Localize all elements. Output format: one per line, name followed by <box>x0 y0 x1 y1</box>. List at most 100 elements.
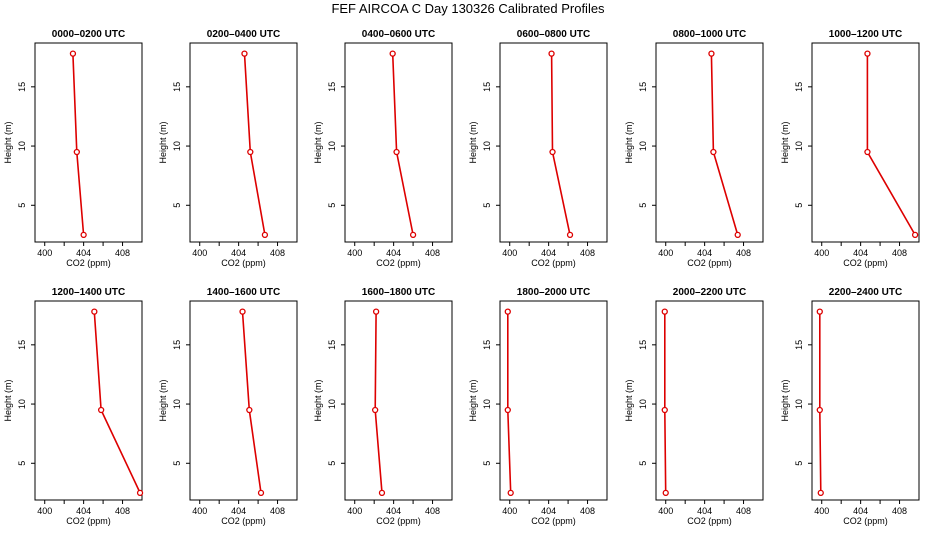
profile-point <box>504 406 511 414</box>
profile-point <box>389 50 396 57</box>
profile-point <box>661 406 668 414</box>
profile-point <box>549 148 556 156</box>
y-axis-label: Height (m) <box>158 121 168 163</box>
y-axis-label: Height (m) <box>158 379 168 421</box>
x-axis-label: CO2 (ppm) <box>376 258 421 268</box>
y-tick-label: 5 <box>17 203 27 208</box>
profile-point <box>80 231 87 239</box>
y-axis-label: Height (m) <box>313 379 323 421</box>
x-tick-label: 400 <box>814 506 829 516</box>
y-tick-label: 15 <box>482 82 492 92</box>
profile-point <box>73 148 80 156</box>
profile-point <box>247 148 254 156</box>
plot-frame <box>499 42 608 243</box>
x-tick-label: 404 <box>386 248 401 258</box>
profile-point <box>372 406 379 414</box>
x-tick-label: 408 <box>270 248 285 258</box>
x-axis-label: CO2 (ppm) <box>376 516 421 526</box>
profile-point <box>372 308 380 315</box>
y-tick-label: 10 <box>638 399 648 409</box>
y-tick-label: 15 <box>638 82 648 92</box>
profile-point <box>817 489 824 497</box>
y-tick-label: 10 <box>172 141 182 151</box>
profile-line <box>374 311 383 493</box>
y-tick-label: 15 <box>638 340 648 350</box>
y-axis-label: Height (m) <box>624 121 634 163</box>
y-tick-label: 10 <box>794 141 804 151</box>
y-axis-label: Height (m) <box>468 379 478 421</box>
y-tick-label: 5 <box>327 203 337 208</box>
panel-title: 1800–2000 UTC <box>517 287 590 298</box>
profile-point <box>239 308 246 315</box>
y-tick-label: 5 <box>794 203 804 208</box>
x-tick-label: 404 <box>853 248 868 258</box>
y-tick-label: 15 <box>327 82 337 92</box>
x-tick-label: 400 <box>658 506 673 516</box>
profile-line <box>241 311 262 494</box>
profile-point <box>393 148 400 156</box>
panel-title: 1400–1600 UTC <box>207 287 280 298</box>
profile-point <box>507 489 514 497</box>
profile-point <box>241 50 248 57</box>
y-tick-label: 10 <box>17 141 27 151</box>
x-tick-label: 404 <box>697 248 712 258</box>
y-tick-label: 5 <box>17 461 27 466</box>
x-tick-label: 404 <box>231 506 246 516</box>
plot-frame <box>34 300 143 501</box>
profile-point <box>136 489 144 497</box>
y-tick-label: 5 <box>172 203 182 208</box>
profile-point <box>864 148 871 156</box>
profile-point <box>409 231 417 239</box>
y-tick-label: 5 <box>638 203 648 208</box>
x-tick-label: 400 <box>814 248 829 258</box>
x-tick-label: 408 <box>115 506 130 516</box>
profile-point <box>864 50 871 57</box>
profile-point <box>662 489 669 497</box>
panel-title: 1600–1800 UTC <box>362 287 435 298</box>
x-tick-label: 408 <box>580 506 595 516</box>
x-tick-label: 408 <box>892 506 907 516</box>
x-tick-label: 404 <box>541 248 556 258</box>
x-tick-label: 404 <box>541 506 556 516</box>
plot-frame <box>655 300 764 501</box>
plot-frame <box>499 300 608 501</box>
x-tick-label: 404 <box>76 506 91 516</box>
plot-frame <box>189 300 298 501</box>
y-axis-label: Height (m) <box>3 379 13 421</box>
x-axis-label: CO2 (ppm) <box>531 516 576 526</box>
profile-point <box>261 231 269 239</box>
profile-line <box>550 53 571 236</box>
plot-frame <box>811 300 920 501</box>
page-title: FEF AIRCOA C Day 130326 Calibrated Profi… <box>331 1 605 16</box>
y-axis-label: Height (m) <box>3 121 13 163</box>
y-tick-label: 15 <box>17 82 27 92</box>
profile-line <box>243 53 266 236</box>
x-tick-label: 400 <box>37 248 52 258</box>
x-tick-label: 400 <box>347 248 362 258</box>
x-tick-label: 408 <box>892 248 907 258</box>
x-axis-label: CO2 (ppm) <box>221 516 266 526</box>
plot-frame <box>655 42 764 243</box>
profile-point <box>661 308 668 315</box>
y-tick-label: 5 <box>482 203 492 208</box>
x-tick-label: 400 <box>658 248 673 258</box>
profile-point <box>911 231 919 239</box>
panel-title: 2000–2200 UTC <box>673 287 746 298</box>
y-tick-label: 10 <box>794 399 804 409</box>
profile-line <box>710 53 739 236</box>
y-tick-label: 5 <box>794 461 804 466</box>
panel-title: 1200–1400 UTC <box>52 287 125 298</box>
profile-point <box>710 148 717 156</box>
profile-point <box>816 406 823 414</box>
profile-point <box>257 489 265 497</box>
x-tick-label: 400 <box>502 248 517 258</box>
y-axis-label: Height (m) <box>780 379 790 421</box>
y-tick-label: 5 <box>638 461 648 466</box>
y-axis-label: Height (m) <box>468 121 478 163</box>
x-axis-label: CO2 (ppm) <box>66 516 111 526</box>
x-tick-label: 408 <box>425 248 440 258</box>
y-tick-label: 15 <box>327 340 337 350</box>
x-tick-label: 400 <box>347 506 362 516</box>
plot-frame <box>344 300 453 501</box>
